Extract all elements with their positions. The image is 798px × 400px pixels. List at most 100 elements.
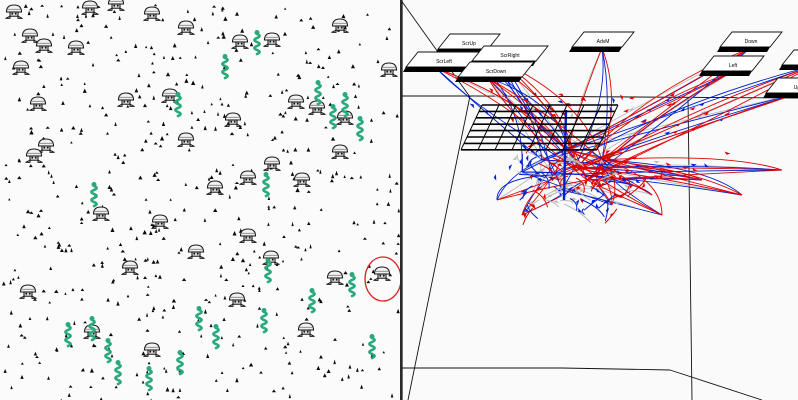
mushroom-sprite: [107, 0, 125, 11]
state-node-down[interactable]: Down: [717, 31, 783, 52]
debris-dot: [84, 13, 88, 18]
debris-dot: [278, 112, 283, 116]
debris-dot: [280, 90, 284, 94]
debris-dot: [381, 241, 386, 245]
debris-dot: [321, 96, 325, 99]
debris-dot: [329, 179, 334, 183]
mushroom-sprite: [21, 28, 39, 43]
snake-sprite: [368, 334, 376, 360]
debris-dot: [307, 221, 311, 226]
debris-dot: [223, 16, 228, 21]
debris-dot: [147, 83, 151, 88]
debris-dot: [115, 53, 118, 57]
debris-dot: [235, 377, 239, 383]
debris-dot: [137, 73, 141, 78]
debris-dot: [287, 361, 292, 365]
grid-plane[interactable]: [460, 104, 619, 151]
debris-dot: [276, 72, 280, 76]
state-node-advm[interactable]: AdvM: [569, 31, 635, 52]
debris-dot: [60, 4, 64, 8]
debris-dot: [19, 333, 24, 337]
debris-dot: [71, 287, 75, 292]
state-graph-panel[interactable]: ScrUp ScrLeft ScrRight ScrDown AdvM Down Left U…: [402, 0, 798, 400]
debris-dot: [177, 251, 181, 254]
debris-dot: [164, 368, 168, 373]
debris-dot: [134, 87, 139, 93]
debris-dot: [326, 369, 331, 373]
transition-edge: [566, 149, 743, 196]
mushroom-sprite: [35, 38, 53, 53]
snake-field: [64, 30, 376, 392]
state-node-up[interactable]: Up: [763, 77, 798, 98]
debris-dot: [74, 28, 79, 33]
debris-dot: [340, 376, 344, 381]
debris-dot: [203, 218, 207, 222]
debris-dot: [358, 43, 362, 46]
transition-edge: [601, 70, 798, 161]
state-node-scrdown[interactable]: ScrDown: [455, 61, 535, 82]
debris-dot: [224, 278, 229, 281]
debris-dot: [126, 294, 130, 298]
debris-dot: [64, 292, 67, 295]
transition-edge: [517, 171, 527, 175]
panel-divider: [400, 0, 402, 400]
debris-dot: [59, 76, 63, 81]
debris-dot: [50, 174, 53, 178]
transition-edge: [496, 149, 568, 201]
debris-dot: [163, 366, 166, 370]
transition-edge: [596, 182, 607, 188]
transition-edge: [621, 177, 634, 184]
debris-dot: [330, 136, 336, 141]
debris-dot: [283, 7, 287, 10]
transition-edge: [583, 194, 605, 211]
debris-dot: [76, 5, 80, 9]
debris-dot: [143, 139, 148, 143]
transition-edge: [604, 180, 614, 185]
debris-dot: [39, 231, 44, 236]
debris-dot: [209, 323, 213, 328]
debris-dot: [207, 300, 212, 304]
debris-dot: [120, 249, 126, 253]
debris-dot: [147, 361, 151, 365]
state-nodes[interactable]: ScrUp ScrLeft ScrRight ScrDown AdvM Down Left U…: [403, 31, 798, 98]
debris-dot: [61, 100, 65, 105]
transition-edge: [496, 159, 603, 201]
snake-sprite: [212, 324, 220, 350]
debris-dot: [137, 94, 142, 99]
debris-dot: [79, 23, 84, 28]
snake-sprite: [88, 316, 96, 342]
state-node-label: AdvM: [597, 39, 610, 45]
debris-dot: [74, 184, 79, 188]
debris-dot: [284, 351, 288, 354]
debris-dot: [248, 262, 252, 266]
state-node-fire[interactable]: Fire: [779, 49, 798, 70]
debris-dot: [18, 323, 23, 328]
transition-edge: [566, 71, 733, 151]
game-observation-panel[interactable]: [0, 0, 400, 400]
debris-dot: [281, 259, 285, 263]
debris-dot: [161, 18, 165, 22]
state-node-scrleft[interactable]: ScrLeft: [403, 51, 483, 72]
debris-dot: [282, 235, 286, 239]
debris-dot: [80, 297, 84, 301]
debris-dot: [201, 84, 204, 89]
graph-layer: ScrUp ScrLeft ScrRight ScrDown AdvM Down Left U…: [402, 0, 798, 400]
debris-dot: [179, 246, 183, 252]
state-node-left[interactable]: Left: [699, 55, 765, 76]
transition-edge: [609, 199, 636, 208]
mushroom-sprite: [380, 62, 398, 77]
debris-dot: [36, 91, 41, 96]
debris-dot: [248, 362, 254, 367]
debris-dot: [305, 117, 309, 122]
debris-dot: [17, 158, 21, 162]
debris-dot: [267, 206, 271, 211]
debris-dot: [68, 385, 73, 388]
debris-dot: [234, 181, 240, 184]
debris-dot: [214, 293, 217, 297]
transition-edge: [567, 159, 580, 163]
debris-dot: [246, 132, 249, 137]
debris-dot: [17, 96, 22, 102]
debris-dot: [274, 14, 278, 19]
debris-dot: [165, 386, 170, 392]
debris-dot: [114, 122, 117, 127]
